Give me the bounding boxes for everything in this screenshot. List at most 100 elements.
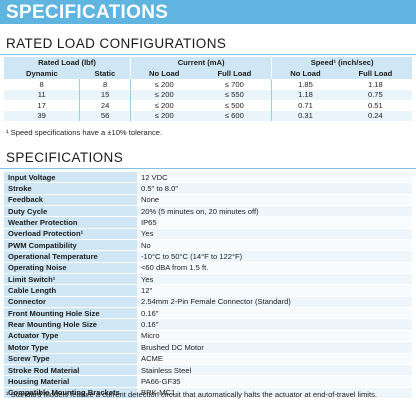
group-header-current: Current (mA) — [129, 57, 272, 68]
table-row: 39 56 ≤ 200 ≤ 600 0.31 0.24 — [4, 110, 412, 121]
spec-label: Operational Temperature — [4, 250, 137, 263]
current-full-load-cell: ≤ 500 — [197, 100, 273, 111]
spec-row: Overload Protection¹ Yes — [4, 227, 412, 240]
static-cell: 56 — [79, 110, 131, 121]
static-cell: 24 — [79, 100, 131, 111]
spec-row: Stroke Rod Material Stainless Steel — [4, 363, 412, 376]
speed-full-load-cell: 0.75 — [338, 89, 412, 100]
spec-row: Duty Cycle 20% (5 minutes on, 20 minutes … — [4, 205, 412, 217]
spec-label: Actuator Type — [4, 329, 137, 342]
spec-row: Weather Protection IP65 — [4, 216, 412, 229]
table-row: 11 15 ≤ 200 ≤ 550 1.18 0.75 — [4, 89, 412, 100]
rated-sub-header-row: Dynamic Static No Load Full Load No Load… — [4, 68, 412, 79]
spec-label: Stroke Rod Material — [4, 363, 137, 376]
rated-load-title: RATED LOAD CONFIGURATIONS — [6, 36, 227, 51]
spec-row: Motor Type Brushed DC Motor — [4, 341, 412, 353]
spec-label: Stroke — [4, 182, 137, 195]
table-row: 17 24 ≤ 200 ≤ 500 0.71 0.51 — [4, 100, 412, 111]
spec-label: Compatible Mounting Brackets — [4, 386, 137, 398]
speed-no-load-cell: 1.18 — [271, 89, 339, 100]
spec-label: Limit Switch¹ — [4, 273, 137, 285]
static-cell: 15 — [79, 89, 131, 100]
sub-header-current-full-load: Full Load — [197, 68, 272, 79]
spec-row: Stroke 0.5" to 8.0" — [4, 182, 412, 195]
speed-full-load-cell: 1.18 — [367, 79, 383, 89]
sub-header-current-no-load: No Load — [129, 68, 198, 79]
current-full-load-cell: ≤ 550 — [197, 89, 273, 100]
page-banner: SPECIFICATIONS — [0, 0, 416, 24]
spec-value: Yes — [137, 227, 412, 240]
spec-label: Operating Noise — [4, 261, 137, 274]
spec-value: 0.16" — [137, 307, 412, 319]
sub-header-dynamic: Dynamic — [4, 68, 80, 79]
spec-row: Operational Temperature -10°C to 50°C (14… — [4, 250, 412, 263]
spec-row: Housing Material PA66-GF35 — [4, 375, 412, 388]
spec-row: Input Voltage 12 VDC — [4, 170, 412, 183]
dynamic-cell: 11 — [4, 89, 81, 100]
spec-label: Connector — [4, 295, 137, 308]
spec-label: Cable Length — [4, 284, 137, 297]
spec-row: Compatible Mounting Brackets BRK-MC1 — [4, 386, 412, 398]
speed-no-load-cell: 1.85 — [298, 79, 313, 89]
spec-value: ACME — [137, 352, 412, 365]
group-header-rated-load: Rated Load (lbf) — [4, 57, 131, 68]
spec-value: Yes — [137, 273, 412, 285]
spec-value: 0.16" — [137, 318, 412, 331]
dynamic-cell: 17 — [4, 100, 81, 111]
dynamic-cell: 39 — [4, 110, 81, 121]
current-no-load-cell: ≤ 200 — [154, 100, 174, 110]
spec-value: 2.54mm 2-Pin Female Connector (Standard) — [137, 295, 412, 308]
spec-label: Rear Mounting Hole Size — [4, 318, 137, 331]
specifications-divider — [0, 168, 416, 169]
spec-value: Brushed DC Motor — [137, 341, 412, 353]
specifications-table: Input Voltage 12 VDC Stroke 0.5" to 8.0" Fee… — [4, 170, 412, 398]
spec-label: Weather Protection — [4, 216, 137, 229]
current-no-load-cell: ≤ 200 — [130, 89, 198, 100]
spec-value: <60 dBA from 1.5 ft. — [137, 261, 412, 274]
spec-label: Duty Cycle — [4, 205, 137, 217]
spec-row: Connector 2.54mm 2-Pin Female Connector (… — [4, 295, 412, 308]
spec-label: Feedback — [4, 193, 137, 206]
spec-label: Input Voltage — [4, 170, 137, 183]
spec-row: Rear Mounting Hole Size 0.16" — [4, 318, 412, 331]
spec-value: BRK-MC1 — [137, 386, 412, 398]
spec-row: Operating Noise <60 dBA from 1.5 ft. — [4, 261, 412, 274]
current-full-load-cell: ≤ 700 — [197, 79, 273, 90]
spec-value: None — [137, 193, 412, 206]
spec-row: Screw Type ACME — [4, 352, 412, 365]
spec-value: Stainless Steel — [137, 363, 412, 376]
spec-value: PA66-GF35 — [137, 375, 412, 388]
current-no-load-cell: ≤ 200 — [130, 110, 198, 121]
spec-value: No — [137, 239, 412, 251]
spec-row: Actuator Type Micro — [4, 329, 412, 342]
spec-row: Limit Switch¹ Yes — [4, 273, 412, 285]
spec-value: 12 VDC — [137, 170, 412, 183]
group-header-speed: Speed¹ (inch/sec) — [271, 57, 412, 68]
spec-label: Screw Type — [4, 352, 137, 365]
current-no-load-cell: ≤ 200 — [154, 79, 174, 89]
rated-load-table: Rated Load (lbf) Current (mA) Speed¹ (in… — [4, 57, 412, 121]
static-cell: 8 — [79, 79, 131, 90]
speed-full-load-cell: 0.24 — [338, 110, 412, 121]
spec-value: IP65 — [137, 216, 412, 229]
current-full-load-cell: ≤ 600 — [197, 110, 273, 121]
spec-row: Cable Length 12" — [4, 284, 412, 297]
spec-row: Front Mounting Hole Size 0.16" — [4, 307, 412, 319]
rated-group-header-row: Rated Load (lbf) Current (mA) Speed¹ (in… — [4, 57, 412, 68]
sub-header-speed-no-load: No Load — [271, 68, 339, 79]
specifications-title: SPECIFICATIONS — [6, 150, 124, 165]
spec-label: Front Mounting Hole Size — [4, 307, 137, 319]
speed-tolerance-note: ¹ Speed specifications have a ±10% toler… — [6, 128, 163, 137]
spec-label: PWM Compatibility — [4, 239, 137, 251]
sub-header-speed-full-load: Full Load — [338, 68, 412, 79]
spec-row: Feedback None — [4, 193, 412, 206]
overload-footnote: ¹ Standard Models feature a current dete… — [6, 390, 378, 399]
sub-header-static: Static — [79, 68, 131, 79]
spec-value: 12" — [137, 284, 412, 297]
spec-label: Housing Material — [4, 375, 137, 388]
dynamic-cell: 8 — [4, 79, 81, 90]
table-row: 8 8 ≤ 200 ≤ 700 1.85 1.18 — [4, 79, 412, 90]
spec-value: 0.5" to 8.0" — [137, 182, 412, 195]
speed-full-load-cell: 0.51 — [367, 100, 383, 110]
spec-value: Micro — [137, 329, 412, 342]
